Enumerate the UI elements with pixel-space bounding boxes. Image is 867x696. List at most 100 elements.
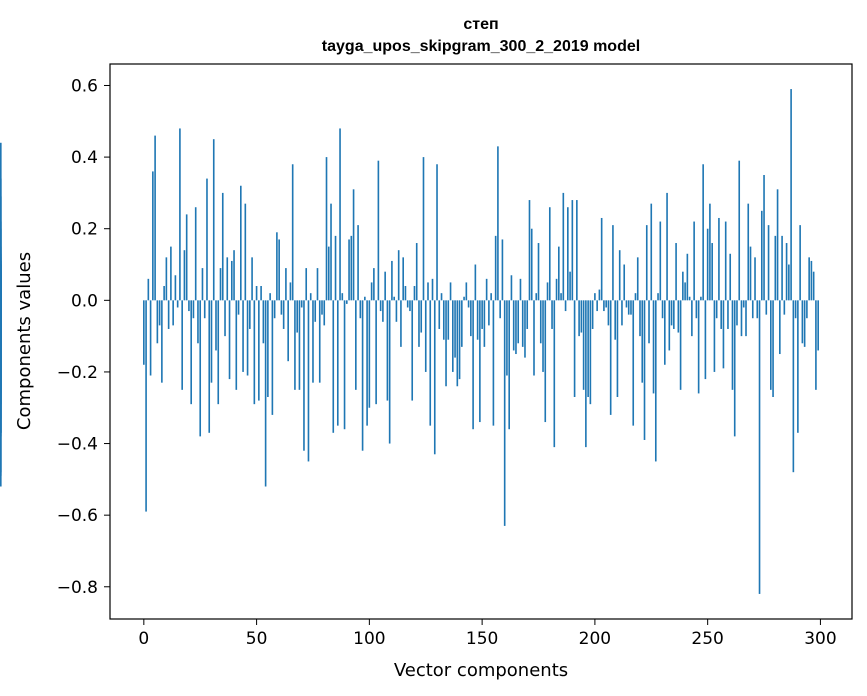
bar-47 xyxy=(249,300,251,329)
bar-266 xyxy=(742,300,745,308)
bar-191 xyxy=(573,300,576,397)
bar-144 xyxy=(467,300,470,308)
bar-129 xyxy=(433,300,436,455)
bar-2 xyxy=(147,278,150,301)
bar-124 xyxy=(422,157,425,301)
bar-283 xyxy=(781,235,783,301)
bar-224 xyxy=(648,300,650,344)
bar-101 xyxy=(370,282,373,301)
bar-281 xyxy=(776,189,779,301)
bar-133 xyxy=(442,300,445,340)
x-axis: 0 50 100 150 200 250 300 xyxy=(138,619,837,649)
bar-33 xyxy=(217,300,220,405)
bar-235 xyxy=(673,300,675,329)
bar-187 xyxy=(564,300,567,312)
bar-278 xyxy=(770,300,772,390)
bar-220 xyxy=(639,300,641,337)
bar-241 xyxy=(686,253,689,301)
bar-121 xyxy=(415,243,418,301)
bar-218 xyxy=(634,293,637,301)
bar-277 xyxy=(767,225,770,301)
bar-7 xyxy=(158,300,161,326)
bar-243 xyxy=(691,300,693,337)
bar-22 xyxy=(192,300,195,319)
bar-294 xyxy=(806,300,808,319)
bar-184 xyxy=(558,246,560,301)
bar-257 xyxy=(722,300,725,369)
bar-undefined xyxy=(0,300,2,473)
bar-275 xyxy=(763,175,765,301)
bar-58 xyxy=(273,300,276,319)
bar-128 xyxy=(431,278,434,301)
bar-254 xyxy=(715,300,718,319)
bar-256 xyxy=(720,300,722,329)
bar-69 xyxy=(298,300,301,390)
bar-249 xyxy=(704,300,707,380)
bar-88 xyxy=(341,293,344,301)
bar-176 xyxy=(539,300,542,344)
bar-192 xyxy=(576,200,578,301)
bar-79 xyxy=(321,300,323,315)
bar-206 xyxy=(607,300,610,326)
bar-296 xyxy=(810,260,813,301)
bar-264 xyxy=(738,160,741,301)
bar-182 xyxy=(553,300,556,448)
bar-200 xyxy=(594,293,596,301)
bar-247 xyxy=(700,296,702,301)
bar-120 xyxy=(413,286,416,301)
bar-135 xyxy=(447,300,450,340)
bar-175 xyxy=(537,243,540,301)
bar-242 xyxy=(688,296,691,301)
bar-221 xyxy=(641,300,644,383)
bar-99 xyxy=(366,300,368,426)
bar-100 xyxy=(368,300,371,408)
bar-45 xyxy=(244,203,247,301)
bar-56 xyxy=(269,293,271,301)
bar-173 xyxy=(533,300,535,376)
bar-165 xyxy=(515,300,517,355)
bar-65 xyxy=(289,282,292,301)
bar-271 xyxy=(754,257,756,301)
x-tick-label: 100 xyxy=(353,629,385,649)
bar-57 xyxy=(271,300,274,415)
bar-269 xyxy=(749,246,752,301)
bar-282 xyxy=(779,300,781,355)
bar-55 xyxy=(267,300,269,397)
bar-180 xyxy=(548,207,551,301)
bar-126 xyxy=(427,282,429,301)
bar-80 xyxy=(323,300,326,326)
bar-70 xyxy=(300,300,303,308)
bar-299 xyxy=(817,300,819,351)
x-tick-label: 150 xyxy=(466,629,498,649)
bar-73 xyxy=(307,300,310,462)
bar-181 xyxy=(551,300,553,329)
bar-276 xyxy=(765,300,768,315)
bar-14 xyxy=(174,275,177,301)
bar-39 xyxy=(230,260,233,301)
bar-3 xyxy=(149,300,152,376)
bar-136 xyxy=(449,282,452,301)
bar-240 xyxy=(684,282,686,301)
bar-138 xyxy=(454,300,456,358)
bar-150 xyxy=(481,300,483,329)
bar-246 xyxy=(697,300,700,394)
bar-91 xyxy=(348,239,350,301)
bar-undefined xyxy=(0,142,2,301)
bar-64 xyxy=(287,300,289,362)
bar-204 xyxy=(603,300,605,312)
bar-160 xyxy=(503,300,506,526)
bar-163 xyxy=(510,275,513,301)
bar-28 xyxy=(206,178,208,301)
bar-177 xyxy=(542,300,544,372)
bar-215 xyxy=(627,300,630,315)
bar-161 xyxy=(506,300,508,376)
bar-87 xyxy=(339,128,341,301)
bar-216 xyxy=(630,300,632,315)
y-axis-label: Components values xyxy=(14,252,35,430)
bar-297 xyxy=(812,271,815,301)
bar-178 xyxy=(544,300,547,423)
bar-174 xyxy=(535,293,538,301)
bar-198 xyxy=(589,300,592,405)
